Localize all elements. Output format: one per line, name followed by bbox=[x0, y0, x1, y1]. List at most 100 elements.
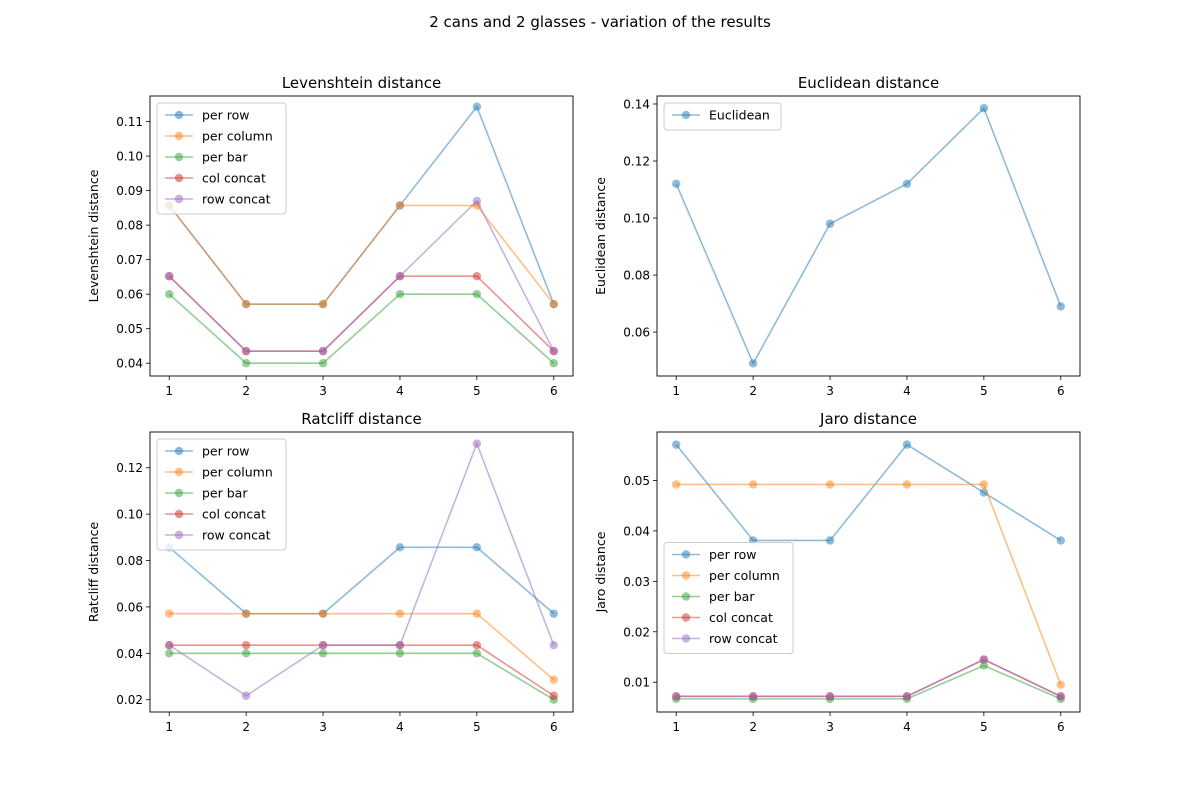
data-point bbox=[549, 609, 558, 618]
y-tick-label: 0.05 bbox=[623, 474, 650, 488]
data-point bbox=[979, 104, 989, 113]
data-point bbox=[395, 640, 405, 650]
legend-entry: per bar bbox=[672, 589, 755, 604]
legend: Euclidean bbox=[663, 102, 782, 131]
data-point bbox=[748, 359, 758, 368]
x-tick-label: 2 bbox=[749, 720, 757, 734]
series-line bbox=[676, 658, 1062, 698]
axes-frame bbox=[149, 95, 574, 377]
x-tick-label: 4 bbox=[396, 384, 404, 398]
legend-entry: per column bbox=[672, 568, 780, 583]
legend-box bbox=[156, 438, 287, 551]
legend: per row per column per bar col concat row co… bbox=[156, 438, 287, 551]
legend-label: Euclidean bbox=[709, 108, 770, 123]
legend-entry: per row bbox=[672, 547, 756, 562]
data-point bbox=[902, 480, 912, 489]
legend-entry: per bar bbox=[165, 150, 248, 165]
legend-label: col concat bbox=[202, 171, 266, 186]
y-axis-label: Euclidean distance bbox=[593, 177, 608, 295]
series-line bbox=[169, 652, 555, 701]
series-line bbox=[675, 443, 1062, 542]
legend-box bbox=[663, 102, 782, 131]
data-point bbox=[472, 196, 482, 206]
legend-marker bbox=[681, 634, 691, 643]
x-tick-label: 6 bbox=[1057, 384, 1065, 398]
x-tick-label: 5 bbox=[473, 384, 481, 398]
data-point bbox=[672, 480, 681, 489]
legend-marker bbox=[174, 173, 184, 183]
data-point bbox=[165, 289, 174, 299]
series-line bbox=[169, 612, 555, 681]
y-tick-label: 0.08 bbox=[116, 554, 143, 568]
data-point bbox=[549, 691, 558, 700]
legend-label: per row bbox=[709, 547, 756, 562]
legend-box bbox=[156, 102, 287, 215]
data-point bbox=[395, 272, 405, 281]
axes-frame bbox=[656, 95, 1081, 377]
y-tick-label: 0.10 bbox=[623, 212, 650, 226]
axes-frame bbox=[656, 431, 1081, 713]
data-point bbox=[395, 609, 405, 618]
y-tick-label: 0.10 bbox=[116, 508, 143, 522]
legend-label: col concat bbox=[709, 610, 773, 625]
data-point bbox=[241, 346, 251, 356]
series-4 bbox=[165, 640, 558, 700]
data-point bbox=[241, 299, 251, 309]
series-2 bbox=[165, 609, 558, 684]
subplot-4: Jaro distance Jaro distance 1 2 3 4 5 6 0.01 0.02… bbox=[593, 410, 1081, 734]
x-tick-label: 3 bbox=[826, 384, 834, 398]
legend-label: row concat bbox=[709, 631, 778, 646]
y-tick-label: 0.09 bbox=[116, 184, 143, 198]
data-point bbox=[241, 359, 251, 368]
series-line bbox=[675, 106, 1062, 366]
data-point bbox=[165, 609, 174, 618]
legend-marker bbox=[681, 550, 691, 559]
y-axis-label: Ratcliff distance bbox=[86, 522, 101, 623]
legend-label: per bar bbox=[202, 486, 248, 501]
y-tick-label: 0.04 bbox=[116, 647, 143, 661]
data-point bbox=[825, 536, 835, 545]
data-point bbox=[472, 609, 482, 618]
series-line bbox=[168, 546, 555, 615]
series-5 bbox=[165, 439, 558, 700]
series-3 bbox=[165, 649, 558, 704]
data-point bbox=[241, 609, 251, 618]
legend-label: col concat bbox=[202, 507, 266, 522]
legend: per row per column per bar col concat row co… bbox=[156, 102, 287, 215]
series-line bbox=[676, 483, 1062, 686]
x-tick-label: 6 bbox=[550, 384, 558, 398]
y-tick-label: 0.08 bbox=[116, 219, 143, 233]
legend-marker bbox=[174, 131, 184, 141]
data-point bbox=[472, 439, 482, 448]
data-point bbox=[549, 299, 558, 309]
series-line bbox=[168, 199, 555, 352]
data-point bbox=[318, 359, 328, 368]
y-tick-label: 0.04 bbox=[623, 524, 650, 538]
series-line bbox=[676, 664, 1062, 700]
axes-frame bbox=[149, 431, 574, 713]
data-point bbox=[241, 691, 251, 700]
legend-entry: per bar bbox=[165, 486, 248, 501]
x-tick-label: 6 bbox=[550, 720, 558, 734]
legend-marker bbox=[174, 467, 184, 477]
series-line bbox=[676, 658, 1062, 698]
data-point bbox=[472, 289, 482, 299]
data-point bbox=[395, 201, 405, 210]
data-point bbox=[979, 661, 989, 670]
legend-marker bbox=[174, 110, 184, 120]
x-tick-label: 2 bbox=[749, 384, 757, 398]
data-point bbox=[395, 543, 405, 552]
data-point bbox=[472, 102, 482, 111]
legend-marker bbox=[681, 592, 691, 601]
series-2 bbox=[165, 201, 558, 309]
legend-marker bbox=[174, 530, 184, 540]
data-point bbox=[825, 219, 835, 228]
y-axis-label: Jaro distance bbox=[593, 531, 608, 613]
subplot-title: Euclidean distance bbox=[798, 74, 939, 92]
data-point bbox=[979, 655, 989, 664]
legend-label: per column bbox=[202, 465, 273, 480]
x-tick-label: 5 bbox=[980, 720, 988, 734]
y-tick-label: 0.04 bbox=[116, 357, 143, 371]
